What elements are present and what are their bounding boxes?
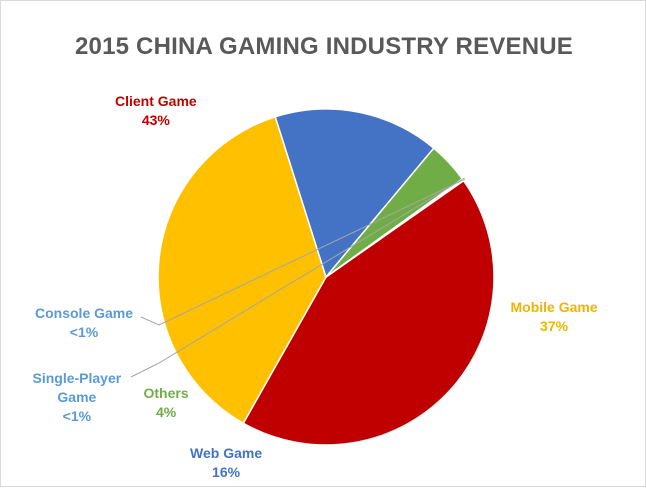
slice-percent-console-game: <1%: [69, 324, 99, 340]
slice-name-web-game: Web Game: [190, 445, 263, 461]
pie-slice-web-game: [274, 108, 435, 279]
slice-name-mobile-game: Mobile Game: [510, 299, 598, 315]
slice-label-others: Others 4%: [144, 384, 189, 422]
pie-slice-client-game: [242, 179, 495, 446]
pie-slice-mobile-game: [157, 115, 327, 425]
slice-label-single-player-game: Single-Player Game <1%: [33, 369, 122, 426]
slice-label-console-game: Console Game <1%: [35, 304, 133, 342]
slice-percent-client-game: 43%: [141, 112, 170, 128]
slice-name-others: Others: [143, 385, 189, 401]
slice-label-web-game: Web Game 16%: [190, 444, 262, 482]
leader-line-console-game: [140, 178, 466, 326]
slice-name-single-player-game: Game: [57, 388, 97, 405]
slice-percent-web-game: 16%: [212, 464, 241, 480]
slice-percent-others: 4%: [155, 404, 177, 420]
slice-percent-single-player-game: <1%: [62, 407, 92, 424]
slice-label-mobile-game: Mobile Game 37%: [511, 298, 598, 336]
slice-label-client-game: Client Game 43%: [115, 92, 197, 130]
slice-name-client-game: Client Game: [115, 93, 197, 109]
chart-title: 2015 CHINA GAMING INDUSTRY REVENUE: [74, 33, 573, 60]
slice-percent-mobile-game: 37%: [540, 318, 569, 334]
leader-line-single-player-game: [130, 177, 465, 378]
slice-name-console-game: Console Game: [35, 305, 134, 321]
slice-name-single-player-game: Single-Player: [32, 369, 122, 386]
